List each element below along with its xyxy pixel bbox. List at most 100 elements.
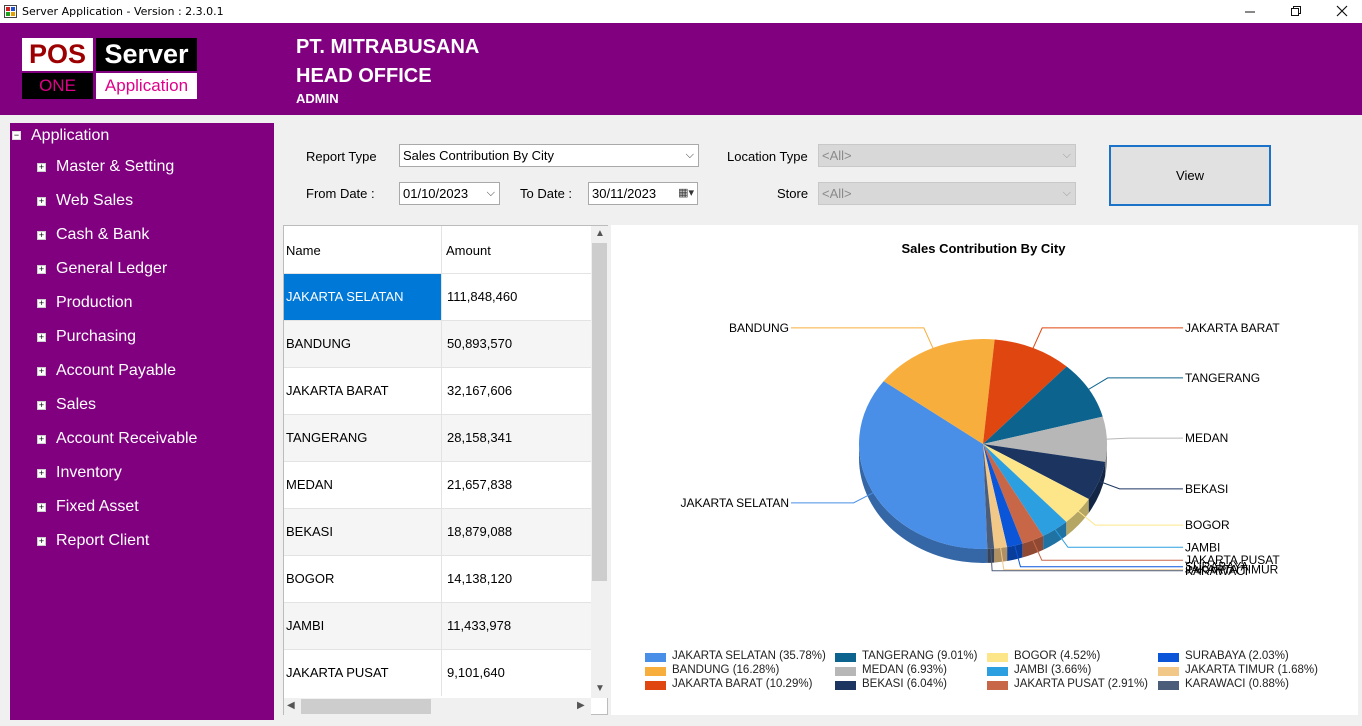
sidebar-item-label: General Ledger [56, 260, 168, 277]
horizontal-scroll-thumb[interactable] [301, 699, 431, 714]
cell-amount[interactable]: 14,138,120 [441, 556, 591, 602]
legend-label: KARAWACI (0.88%) [1185, 678, 1289, 690]
navigation-tree: − Application + Master & Setting + Web Sale… [10, 123, 274, 720]
report-type-dropdown[interactable]: Sales Contribution By City ⌵ [399, 144, 699, 167]
column-header-amount[interactable]: Amount [446, 243, 491, 258]
pie-slice [983, 366, 1103, 444]
table-row[interactable]: JAKARTA SELATAN 111,848,460 [284, 273, 591, 320]
cell-amount[interactable]: 28,158,341 [441, 415, 591, 461]
store-dropdown[interactable]: <All> ⌵ [818, 182, 1076, 205]
scroll-down-icon[interactable]: ▼ [595, 683, 605, 694]
sidebar-item-production[interactable]: + Production [37, 292, 267, 314]
sidebar-item-label: Sales [56, 396, 97, 413]
location-type-dropdown[interactable]: <All> ⌵ [818, 144, 1076, 167]
sidebar-item-sales[interactable]: + Sales [37, 394, 267, 416]
cell-name[interactable]: MEDAN [286, 477, 333, 492]
table-row[interactable]: TANGERANG 28,158,341 [284, 414, 591, 461]
collapse-icon[interactable]: − [12, 130, 21, 140]
expand-icon[interactable]: + [37, 366, 46, 376]
pie-leader-line [1031, 537, 1183, 561]
to-date-picker[interactable]: 30/11/2023 ▦▾ [588, 182, 698, 205]
cell-amount[interactable]: 9,101,640 [441, 650, 591, 696]
table-row[interactable]: MEDAN 21,657,838 [284, 461, 591, 508]
table-row[interactable]: BANDUNG 50,893,570 [284, 320, 591, 367]
vertical-scrollbar[interactable]: ▲ ▼ [591, 226, 608, 698]
table-row[interactable]: JAKARTA BARAT 32,167,606 [284, 367, 591, 414]
close-icon [1336, 5, 1348, 17]
scroll-up-icon[interactable]: ▲ [595, 228, 605, 239]
store-value: <All> [822, 186, 852, 201]
legend-swatch [1158, 667, 1179, 676]
sidebar-item-purchasing[interactable]: + Purchasing [37, 326, 267, 348]
pie-slice-label: BANDUNG [729, 321, 789, 335]
data-grid[interactable]: Name Amount JAKARTA SELATAN 111,848,460 BA… [283, 225, 608, 715]
pie-slice-side [859, 444, 988, 563]
pie-leader-line [990, 546, 1183, 572]
expand-icon[interactable]: + [37, 536, 46, 546]
cell-name[interactable]: BEKASI [286, 524, 333, 539]
minimize-button[interactable] [1227, 0, 1273, 23]
company-info: PT. MITRABUSANA HEAD OFFICE [296, 33, 479, 91]
column-header-name[interactable]: Name [286, 243, 321, 258]
scroll-left-icon[interactable]: ◀ [287, 700, 295, 711]
sidebar-item-account-payable[interactable]: + Account Payable [37, 360, 267, 382]
cell-name[interactable]: JAKARTA PUSAT [286, 665, 389, 680]
expand-icon[interactable]: + [37, 468, 46, 478]
pie-slice-label: JAMBI [1185, 540, 1220, 554]
cell-amount[interactable]: 111,848,460 [441, 274, 591, 320]
expand-icon[interactable]: + [37, 332, 46, 342]
pie-slice [983, 339, 1067, 444]
pie-slice-label: JAKARTA BARAT [1185, 321, 1280, 335]
sidebar-item-account-receivable[interactable]: + Account Receivable [37, 428, 267, 450]
horizontal-scrollbar[interactable]: ◀ ▶ [284, 698, 591, 715]
expand-icon[interactable]: + [37, 162, 46, 172]
sidebar-item-master-setting[interactable]: + Master & Setting [37, 156, 267, 178]
expand-icon[interactable]: + [37, 230, 46, 240]
expand-icon[interactable]: + [37, 434, 46, 444]
pie-slice [883, 339, 995, 444]
cell-amount[interactable]: 32,167,606 [441, 368, 591, 414]
sidebar-item-fixed-asset[interactable]: + Fixed Asset [37, 496, 267, 518]
sidebar-item-web-sales[interactable]: + Web Sales [37, 190, 267, 212]
cell-name[interactable]: BOGOR [286, 571, 335, 586]
expand-icon[interactable]: + [37, 400, 46, 410]
table-row[interactable]: JAKARTA PUSAT 9,101,640 [284, 649, 591, 696]
cell-name[interactable]: BANDUNG [286, 336, 352, 351]
legend-swatch [987, 667, 1008, 676]
cell-name[interactable]: JAKARTA SELATAN [284, 274, 441, 320]
calendar-icon[interactable]: ▦▾ [678, 187, 694, 199]
sidebar-item-general-ledger[interactable]: + General Ledger [37, 258, 267, 280]
table-row[interactable]: BEKASI 18,879,088 [284, 508, 591, 555]
expand-icon[interactable]: + [37, 196, 46, 206]
vertical-scroll-thumb[interactable] [592, 243, 607, 581]
from-date-picker[interactable]: 01/10/2023 ⌵ [399, 182, 500, 205]
pie-slice [983, 444, 1044, 544]
scroll-right-icon[interactable]: ▶ [577, 700, 585, 711]
cell-name[interactable]: TANGERANG [286, 430, 368, 445]
title-bar: Server Application - Version : 2.3.0.1 [0, 0, 1362, 23]
sidebar-item-cash-bank[interactable]: + Cash & Bank [37, 224, 267, 246]
view-button[interactable]: View [1109, 145, 1271, 206]
table-row[interactable]: BOGOR 14,138,120 [284, 555, 591, 602]
cell-amount[interactable]: 18,879,088 [441, 509, 591, 555]
cell-amount[interactable]: 50,893,570 [441, 321, 591, 367]
expand-icon[interactable]: + [37, 264, 46, 274]
legend-swatch [645, 653, 666, 662]
pie-leader-line [1104, 437, 1183, 440]
pie-slice [983, 444, 1023, 547]
sidebar-item-inventory[interactable]: + Inventory [37, 462, 267, 484]
sidebar-item-label: Report Client [56, 532, 150, 549]
expand-icon[interactable]: + [37, 502, 46, 512]
table-row[interactable]: JAMBI 11,433,978 [284, 602, 591, 649]
sidebar-item-report-client[interactable]: + Report Client [37, 530, 267, 552]
expand-icon[interactable]: + [37, 298, 46, 308]
cell-amount[interactable]: 11,433,978 [441, 603, 591, 649]
legend-swatch [645, 681, 666, 690]
close-button[interactable] [1319, 0, 1362, 23]
cell-name[interactable]: JAMBI [286, 618, 325, 633]
chevron-down-icon: ⌵ [486, 187, 495, 199]
cell-name[interactable]: JAKARTA BARAT [286, 383, 389, 398]
report-type-value: Sales Contribution By City [403, 148, 555, 163]
restore-button[interactable] [1273, 0, 1319, 23]
cell-amount[interactable]: 21,657,838 [441, 462, 591, 508]
